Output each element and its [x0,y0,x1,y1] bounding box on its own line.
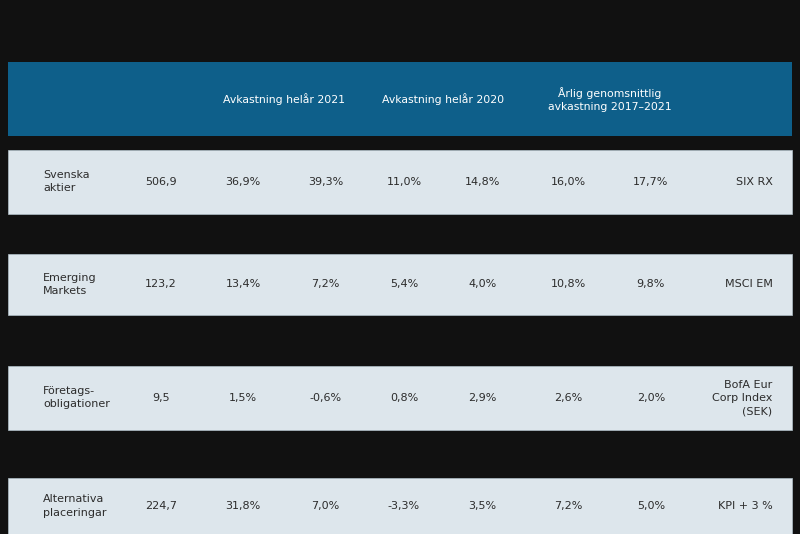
Text: 2,0%: 2,0% [637,393,665,403]
Text: 123,2: 123,2 [145,279,177,289]
Text: 5,4%: 5,4% [390,279,418,289]
Text: 10,8%: 10,8% [551,279,586,289]
Text: 4,0%: 4,0% [468,279,497,289]
Text: Avkastning helår 2021: Avkastning helår 2021 [223,93,345,105]
Text: MSCI EM: MSCI EM [725,279,773,289]
Text: Svenska
aktier: Svenska aktier [43,170,90,193]
Text: 16,0%: 16,0% [551,177,586,186]
Text: 2,9%: 2,9% [468,393,497,403]
Text: 7,0%: 7,0% [311,501,340,511]
Bar [8,62,792,136]
Text: 1,5%: 1,5% [229,393,258,403]
Text: Företags-
obligationer: Företags- obligationer [43,386,110,410]
Text: 13,4%: 13,4% [226,279,261,289]
Text: Emerging
Markets: Emerging Markets [43,273,97,296]
Text: 9,8%: 9,8% [637,279,665,289]
Bar [8,150,792,214]
Text: 224,7: 224,7 [145,501,177,511]
Text: Årlig genomsnittlig
avkastning 2017–2021: Årlig genomsnittlig avkastning 2017–2021 [548,87,672,112]
Bar [8,366,792,430]
Text: Avkastning helår 2020: Avkastning helår 2020 [382,93,504,105]
Text: BofA Eur
Corp Index
(SEK): BofA Eur Corp Index (SEK) [712,380,773,416]
Text: 11,0%: 11,0% [386,177,422,186]
Text: 7,2%: 7,2% [311,279,340,289]
Text: KPI + 3 %: KPI + 3 % [718,501,773,511]
Text: -0,6%: -0,6% [310,393,342,403]
Text: 14,8%: 14,8% [465,177,500,186]
Text: 2,6%: 2,6% [554,393,582,403]
Text: 17,7%: 17,7% [633,177,669,186]
Text: -3,3%: -3,3% [388,501,420,511]
Bar [8,254,792,315]
Text: 9,5: 9,5 [152,393,170,403]
Text: SIX RX: SIX RX [735,177,773,186]
Text: 7,2%: 7,2% [554,501,582,511]
Text: Alternativa
placeringar: Alternativa placeringar [43,494,106,517]
Bar [8,478,792,534]
Text: 31,8%: 31,8% [226,501,261,511]
Text: 36,9%: 36,9% [226,177,261,186]
Text: 506,9: 506,9 [145,177,177,186]
Text: 5,0%: 5,0% [637,501,665,511]
Text: 0,8%: 0,8% [390,393,418,403]
Text: 39,3%: 39,3% [308,177,343,186]
Text: 3,5%: 3,5% [468,501,496,511]
